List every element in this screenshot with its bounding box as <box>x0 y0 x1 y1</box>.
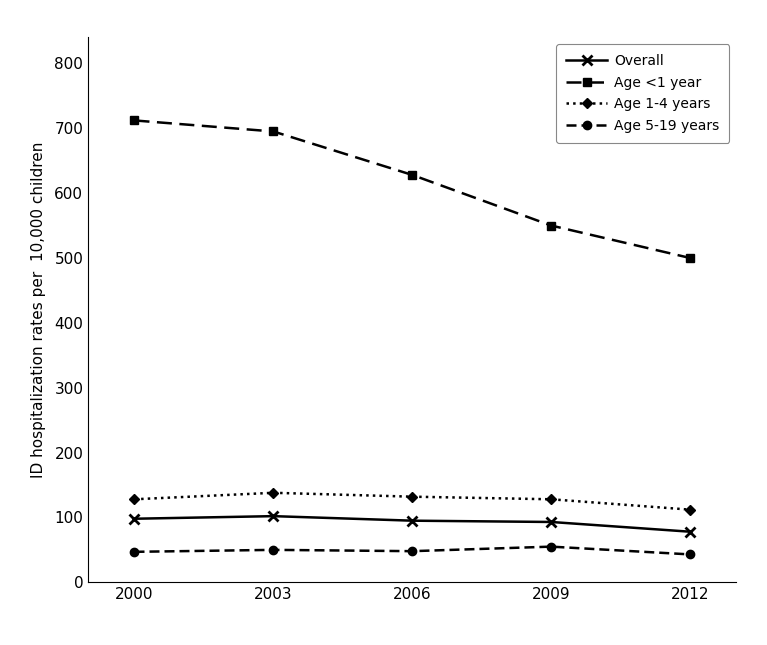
Text: Source: Pediatr Infect Dis J © 2016 Lippincott Williams & Wilkins: Source: Pediatr Infect Dis J © 2016 Lipp… <box>379 622 759 635</box>
Overall <box>686 528 695 535</box>
Overall <box>130 515 139 522</box>
Age 1-4 years <box>268 489 278 497</box>
Age 1-4 years <box>130 495 139 503</box>
Line: Age 5-19 years: Age 5-19 years <box>130 542 694 559</box>
Text: Medscape: Medscape <box>9 620 95 636</box>
Y-axis label: ID hospitalization rates per  10,000 children: ID hospitalization rates per 10,000 chil… <box>31 142 46 478</box>
Age 1-4 years <box>686 506 695 513</box>
Age 5-19 years <box>268 546 278 554</box>
Overall <box>268 512 278 520</box>
Age 1-4 years <box>407 493 416 501</box>
Age 5-19 years <box>686 551 695 559</box>
Line: Age 1-4 years: Age 1-4 years <box>131 490 693 513</box>
Age 5-19 years <box>130 548 139 556</box>
Overall <box>547 518 556 526</box>
Age <1 year <box>686 254 695 262</box>
Age 5-19 years <box>547 542 556 550</box>
Overall <box>407 517 416 524</box>
Line: Age <1 year: Age <1 year <box>130 116 694 262</box>
Legend: Overall, Age <1 year, Age 1-4 years, Age 5-19 years: Overall, Age <1 year, Age 1-4 years, Age… <box>556 45 729 143</box>
Age <1 year <box>407 171 416 179</box>
Age 1-4 years <box>547 495 556 503</box>
Age <1 year <box>268 128 278 135</box>
Age 5-19 years <box>407 548 416 555</box>
Age <1 year <box>130 117 139 124</box>
Line: Overall: Overall <box>130 511 695 537</box>
Age <1 year <box>547 222 556 230</box>
